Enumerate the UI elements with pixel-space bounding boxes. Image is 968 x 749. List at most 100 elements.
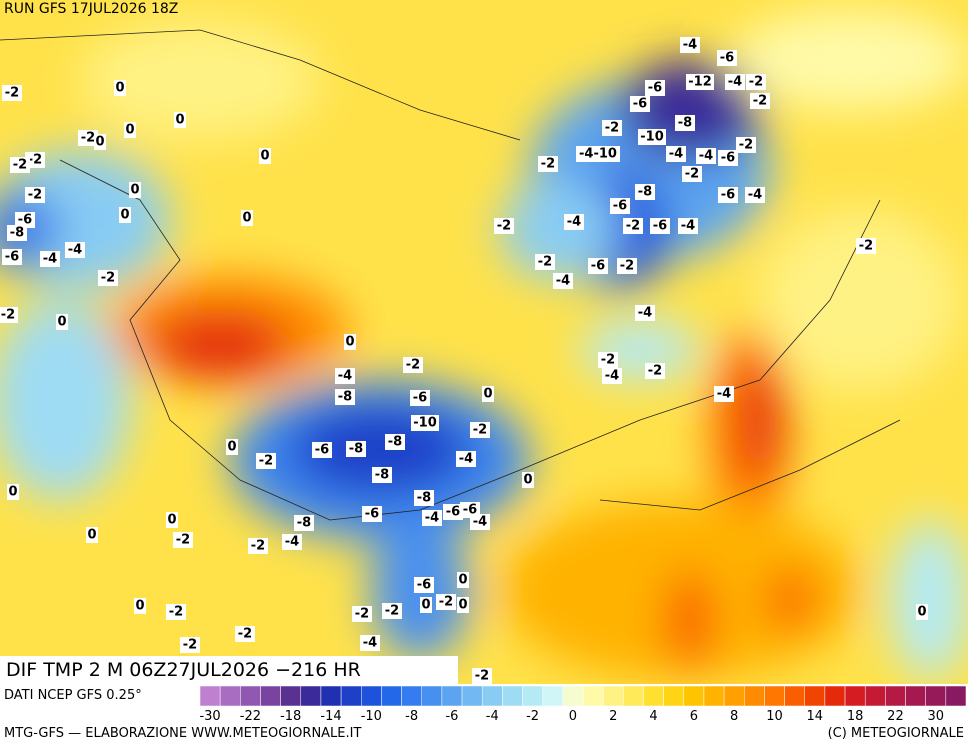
contour-label: -6 — [653, 219, 667, 234]
label-box — [750, 93, 770, 109]
label-box — [166, 512, 178, 528]
contour-label: -4 — [285, 535, 299, 550]
label-box — [241, 210, 253, 226]
contour-label: 0 — [8, 485, 17, 500]
color-box — [905, 685, 926, 707]
colorbar-tick-label: -4 — [486, 709, 499, 724]
contour-label: -2 — [259, 454, 273, 469]
label-box — [420, 597, 432, 613]
contour-label: -6 — [591, 259, 605, 274]
contour-label: -8 — [388, 435, 402, 450]
color-box — [340, 685, 362, 707]
contour-label: 0 — [167, 513, 176, 528]
label-box — [362, 506, 382, 522]
run-label: RUN GFS 17JUL2026 18Z — [4, 1, 178, 17]
color-box — [421, 685, 443, 707]
label-box — [635, 184, 655, 200]
label-box — [173, 532, 193, 548]
label-box — [602, 368, 622, 384]
colorbar-tick-label: 2 — [609, 709, 617, 724]
label-box — [414, 577, 434, 593]
contour-label: -2 — [183, 638, 197, 653]
label-box — [98, 270, 118, 286]
contour-label: -10 — [413, 416, 437, 431]
credit: MTG-GFS — ELABORAZIONE WWW.METEOGIORNALE… — [4, 726, 361, 741]
label-box — [623, 218, 643, 234]
color-box — [199, 685, 221, 707]
copyright: (C) METEOGIORNALE — [828, 726, 964, 741]
label-box — [457, 572, 469, 588]
color-box — [401, 685, 422, 707]
contour-label: -2 — [605, 121, 619, 136]
contour-label: -2 — [28, 153, 42, 168]
label-box — [114, 80, 126, 96]
contour-label: -6 — [315, 443, 329, 458]
color-box — [804, 685, 826, 707]
contour-label: -2 — [81, 131, 95, 146]
contour-label: -6 — [721, 151, 735, 166]
contour-label: 0 — [87, 528, 96, 543]
contour-label: -2 — [538, 255, 552, 270]
color-box — [663, 685, 685, 707]
color-box — [844, 685, 866, 707]
contour-label: -2 — [238, 627, 252, 642]
contour-label: 0 — [135, 599, 144, 614]
contour-label: -4 — [728, 75, 742, 90]
label-box — [346, 441, 366, 457]
label-box — [714, 386, 734, 402]
contour-label: 0 — [458, 573, 467, 588]
contour-label: -2 — [497, 219, 511, 234]
label-box — [129, 182, 141, 198]
label-box — [256, 453, 276, 469]
color-box — [784, 685, 805, 707]
contour-label: -8 — [338, 390, 352, 405]
label-box — [411, 415, 439, 431]
contour-label: -2 — [685, 167, 699, 182]
label-box — [40, 251, 60, 267]
contour-label: -8 — [678, 116, 692, 131]
contour-label: 0 — [115, 81, 124, 96]
label-box — [235, 626, 255, 642]
contour-label: -2 — [355, 607, 369, 622]
color-box — [824, 685, 846, 707]
title-box — [0, 656, 458, 684]
label-box — [352, 606, 372, 622]
contour-label: -4 — [717, 387, 731, 402]
contour-label: 0 — [345, 335, 354, 350]
label-box — [610, 198, 630, 214]
contour-label: 0 — [483, 387, 492, 402]
label-box — [456, 451, 476, 467]
label-box — [7, 484, 19, 500]
label-box — [602, 120, 622, 136]
colorbar-tick-label: -2 — [526, 709, 539, 724]
label-box — [645, 363, 665, 379]
label-box — [553, 273, 573, 289]
label-box — [410, 390, 430, 406]
contour-label: -2 — [541, 157, 555, 172]
contour-label: -2 — [473, 423, 487, 438]
label-box — [736, 137, 756, 153]
contour-label: -2 — [5, 86, 19, 101]
contour-label: 0 — [57, 315, 66, 330]
label-box — [335, 389, 355, 405]
colorbar-tick-label: 8 — [730, 709, 738, 724]
colorbar-tick-label: 0 — [569, 709, 577, 724]
contour-label: -2 — [753, 94, 767, 109]
contour-label: -4 — [473, 515, 487, 530]
color-box — [481, 685, 503, 707]
colorbar: -30 -22 -18 -14 -10 -8 -6 -4 -2 0 2 4 6 8 10 14 18 22 30 — [199, 685, 967, 724]
color-box — [381, 685, 402, 707]
color-box — [219, 685, 241, 707]
contour-label: -2 — [406, 358, 420, 373]
color-box — [582, 685, 604, 707]
label-box — [588, 258, 608, 274]
label-box — [385, 434, 405, 450]
colorbar-tick-label: -8 — [405, 709, 418, 724]
label-box — [538, 156, 558, 172]
label-box — [746, 74, 766, 90]
label-box — [335, 368, 355, 384]
label-box — [94, 134, 106, 150]
color-box — [361, 685, 382, 707]
color-box — [240, 685, 261, 707]
